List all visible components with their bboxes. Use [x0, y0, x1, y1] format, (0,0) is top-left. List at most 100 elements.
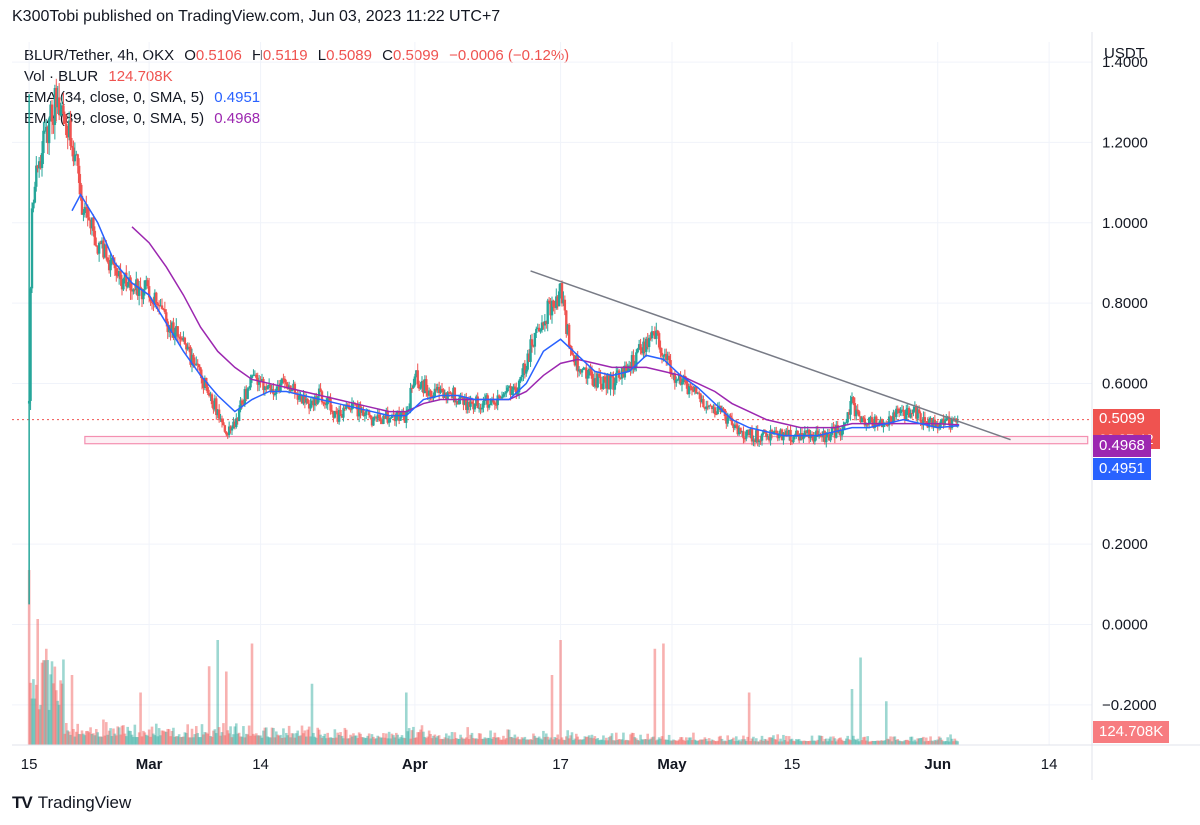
volume-bar	[536, 737, 540, 745]
volume-bar	[30, 698, 34, 745]
candle-body	[506, 387, 509, 392]
volume-bar	[164, 731, 168, 745]
candle-body	[513, 386, 517, 388]
candle-body	[945, 418, 948, 422]
volume-bar	[663, 739, 667, 745]
x-tick-label: Mar	[136, 756, 163, 773]
volume-bar	[124, 736, 128, 745]
volume-bar	[827, 738, 831, 745]
candle-body	[563, 299, 567, 311]
candle-body	[329, 398, 332, 411]
candle-body	[129, 277, 132, 291]
volume-bar	[123, 733, 127, 745]
volume-bar	[342, 738, 345, 745]
candle-body	[152, 302, 155, 305]
volume-bar	[32, 679, 35, 745]
legend-symbol[interactable]: BLUR/Tether, 4h, OKX	[24, 47, 175, 64]
volume-bar	[856, 738, 860, 745]
volume-bar	[937, 736, 941, 745]
trendline-layer[interactable]	[530, 270, 1011, 441]
candle-body	[810, 434, 814, 436]
candle-body	[917, 409, 921, 414]
volume-bar	[320, 737, 324, 745]
candle-body	[566, 324, 569, 334]
volume-bar	[283, 737, 287, 745]
candle-body	[523, 363, 527, 374]
volume-bar	[314, 737, 318, 745]
volume-bar	[503, 739, 507, 745]
candle-body	[39, 161, 42, 169]
candle-body	[610, 376, 614, 378]
candle-body	[667, 355, 671, 361]
volume-bar	[149, 736, 152, 745]
candle-body	[865, 424, 868, 426]
candle-body	[646, 338, 649, 348]
volume-bar	[470, 732, 474, 745]
candle-body	[947, 416, 951, 425]
candle-body	[395, 413, 398, 422]
candle-body	[696, 392, 699, 394]
volume-bar	[90, 733, 94, 745]
candle-body	[276, 386, 279, 389]
candle-body	[890, 417, 894, 423]
candle-body	[746, 429, 749, 432]
volume-label[interactable]: Vol · BLUR	[24, 68, 99, 85]
candle-body	[840, 429, 844, 436]
candle-body	[530, 339, 534, 346]
volume-bar	[337, 734, 341, 745]
volume-bar	[744, 741, 748, 745]
volume-bar	[899, 741, 902, 745]
candle-body	[656, 330, 659, 334]
volume-bar	[904, 739, 908, 745]
volume-bar	[629, 734, 632, 745]
volume-bar	[896, 739, 900, 745]
volume-bar	[310, 683, 314, 745]
candle-body	[212, 404, 215, 410]
volume-bar	[729, 739, 732, 745]
volume-bar	[516, 736, 520, 745]
candle-body	[49, 104, 52, 119]
candle-body	[689, 385, 692, 388]
volume-bar	[180, 736, 184, 745]
descending-trendline[interactable]	[530, 270, 1011, 441]
candle-body	[236, 418, 239, 422]
volume-bar	[364, 737, 368, 745]
tradingview-logo[interactable]: TV TradingView	[12, 793, 131, 813]
volume-bar	[590, 734, 594, 745]
volume-bar	[189, 737, 192, 745]
candle-body	[312, 400, 315, 406]
volume-bar	[764, 739, 768, 745]
candle-body	[826, 433, 829, 438]
volume-bar	[860, 740, 864, 745]
candle-body	[527, 353, 531, 362]
candle-body	[729, 415, 732, 418]
candle-body	[703, 407, 707, 409]
candle-body	[899, 410, 902, 414]
candle-body	[283, 378, 287, 383]
candle-body	[176, 326, 179, 337]
candle-body	[715, 414, 718, 416]
volume-bar	[872, 740, 875, 745]
volume-bar	[733, 741, 737, 745]
candle-body	[856, 409, 859, 412]
ema34-label[interactable]: EMA (34, close, 0, SMA, 5)	[24, 89, 205, 106]
candle-body	[57, 97, 61, 116]
candle-body	[299, 395, 302, 397]
candle-body	[722, 408, 725, 410]
candle-body	[107, 262, 111, 271]
volume-bar	[632, 733, 635, 745]
volume-bar	[862, 737, 865, 745]
volume-bar	[216, 640, 220, 745]
volume-bar	[83, 735, 87, 745]
candle-body	[29, 288, 32, 401]
volume-bar	[359, 733, 362, 745]
candle-body	[435, 388, 438, 391]
candle-body	[52, 121, 55, 125]
price-chart[interactable]: 1.4000 1.2000 1.0000 0.8000 0.6000 0.2000 0.00…	[0, 0, 1200, 780]
candle-body	[805, 430, 808, 433]
candle-body	[637, 344, 641, 349]
candle-body	[596, 373, 599, 388]
candle-body	[496, 395, 499, 406]
volume-bar	[394, 732, 398, 745]
volume-bar	[159, 735, 162, 745]
